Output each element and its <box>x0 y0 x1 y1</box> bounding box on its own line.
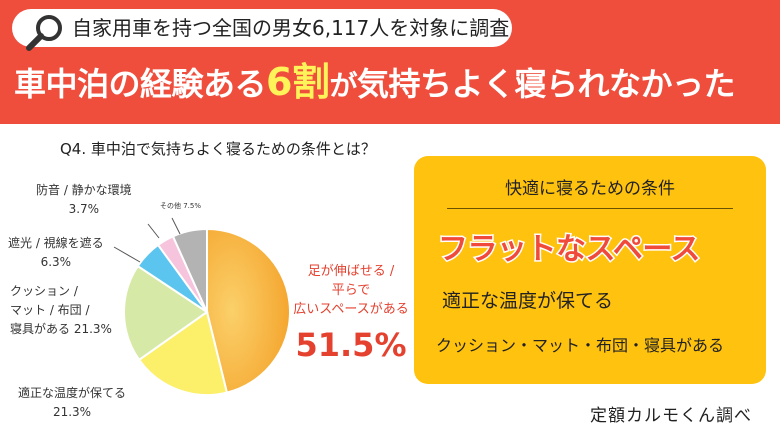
slice-label-noise-value: 3.7% <box>68 202 100 216</box>
leader-line-noise <box>147 223 160 239</box>
slice-label-temp-value: 21.3% <box>52 405 92 419</box>
search-icon <box>26 15 62 51</box>
leader-line-shade <box>113 246 141 263</box>
header-banner: 自家用車を持つ全国の男女6,117人を対象に調査 車中泊の経験ある6割が気持ちよ… <box>0 0 780 124</box>
headline-particle: が <box>329 69 357 102</box>
survey-text: 自家用車を持つ全国の男女6,117人を対象に調査 <box>72 16 510 40</box>
pie-slice-other <box>171 227 208 313</box>
slice-value-flat: 51.5% <box>295 326 407 364</box>
slice-label-flat-line2: 平らで <box>331 283 371 298</box>
panel-title: 快適に寝るための条件 <box>505 179 675 199</box>
panel-item-temperature: 適正な温度が保てる <box>442 290 614 312</box>
conditions-panel: 快適に寝るための条件 フラットなスペース 適正な温度が保てる クッション・マット… <box>414 156 766 384</box>
panel-item-bedding: クッション・マット・布団・寝具がある <box>436 336 725 355</box>
slice-label-flat-line1: 足が伸ばせる / <box>307 264 395 279</box>
panel-divider <box>447 208 733 209</box>
slice-label-flat-line3: 広いスペースがある <box>293 302 409 317</box>
slice-label-temp-name: 適正な温度が保てる <box>18 386 127 400</box>
panel-item-flat-space: フラットなスペース <box>437 231 702 269</box>
slice-label-shade-name: 遮光 / 視線を遮る <box>8 236 104 250</box>
slice-label-other: その他 7.5% <box>160 201 201 211</box>
slice-label-temp: 適正な温度が保てる 21.3% <box>18 384 126 422</box>
headline-highlight: 6割 <box>266 60 330 104</box>
slice-label-shade: 遮光 / 視線を遮る 6.3% <box>8 234 104 272</box>
source-credit: 定額カルモくん調べ <box>590 406 752 426</box>
slice-label-cushion: クッション / マット / 布団 / 寝具がある 21.3% <box>10 282 112 339</box>
headline-post: 気持ちよく寝られなかった <box>356 65 736 103</box>
headline: 車中泊の経験ある6割が気持ちよく寝られなかった <box>14 54 736 110</box>
slice-label-shade-value: 6.3% <box>40 255 72 269</box>
headline-pre: 車中泊の経験ある <box>14 65 267 103</box>
pie-slice-flat <box>206 227 291 394</box>
pie-slice-cushion <box>123 264 209 362</box>
leader-line-other <box>171 217 181 235</box>
slice-label-noise: 防音 / 静かな環境 3.7% <box>36 181 132 219</box>
slice-label-other-text: その他 7.5% <box>160 202 202 210</box>
slice-label-noise-name: 防音 / 静かな環境 <box>36 183 132 197</box>
slice-label-cushion-line1: クッション / <box>10 284 78 298</box>
slice-label-cushion-line2: マット / 布団 / <box>10 303 90 317</box>
slice-label-flat: 足が伸ばせる / 平らで 広いスペースがある <box>292 262 410 319</box>
survey-pill: 自家用車を持つ全国の男女6,117人を対象に調査 <box>12 9 512 51</box>
question-title: Q4. 車中泊で気持ちよく寝るための条件とは？ <box>60 140 376 158</box>
slice-label-cushion-line3: 寝具がある 21.3% <box>10 322 112 336</box>
pie-slice-temp <box>137 310 229 396</box>
